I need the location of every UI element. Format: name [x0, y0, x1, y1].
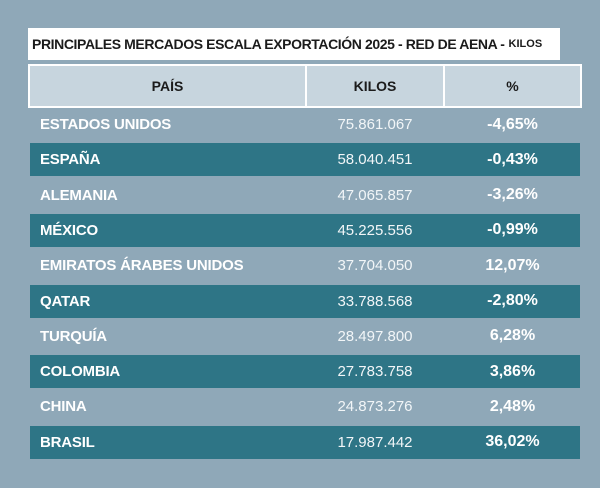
percent-cell: -0,43% — [487, 150, 538, 168]
kilos-cell: 27.783.758 — [337, 363, 413, 381]
table-row: TURQUÍA 28.497.800 6,28% — [30, 320, 580, 353]
country-cell: ALEMANIA — [40, 186, 118, 204]
country-cell: EMIRATOS ÁRABES UNIDOS — [40, 257, 244, 275]
table-row: COLOMBIA 27.783.758 3,86% — [30, 355, 580, 389]
table-row: MÉXICO 45.225.556 -0,99% — [30, 213, 580, 247]
kilos-cell: 47.065.857 — [337, 186, 413, 204]
table-row: CHINA 24.873.276 2,48% — [30, 390, 580, 423]
title: PRINCIPALES MERCADOS ESCALA EXPORTACIÓN … — [32, 36, 505, 52]
kilos-cell: 24.873.276 — [337, 398, 413, 416]
title-box: PRINCIPALES MERCADOS ESCALA EXPORTACIÓN … — [28, 28, 560, 60]
kilos-cell: 45.225.556 — [337, 221, 413, 239]
kilos-cell: 37.704.050 — [337, 257, 413, 275]
table-row: BRASIL 17.987.442 36,02% — [30, 425, 580, 459]
percent-cell: 36,02% — [485, 433, 540, 451]
country-cell: COLOMBIA — [40, 363, 121, 381]
kilos-cell: 75.861.067 — [337, 116, 413, 133]
header-cell: PAÍS — [28, 64, 307, 108]
kilos-cell: 17.987.442 — [337, 433, 413, 451]
percent-cell: 6,28% — [489, 327, 536, 345]
percent-cell: 3,86% — [489, 362, 536, 380]
percent-cell: 12,07% — [485, 256, 540, 274]
percent-cell: -0,99% — [487, 221, 538, 239]
percent-cell: -3,26% — [487, 186, 538, 204]
table-row: EMIRATOS ÁRABES UNIDOS 37.704.050 12,07% — [30, 249, 580, 282]
title-unit: KILOS — [508, 38, 543, 50]
country-cell: ESTADOS UNIDOS — [40, 116, 172, 133]
country-cell: MÉXICO — [40, 221, 98, 239]
kilos-cell: 28.497.800 — [337, 327, 413, 345]
header-cell: KILOS — [305, 64, 445, 108]
country-cell: TURQUÍA — [40, 327, 107, 345]
table-row: ESPAÑA 58.040.451 -0,43% — [30, 143, 580, 177]
country-cell: CHINA — [40, 398, 87, 416]
header-cell: % — [443, 64, 582, 108]
country-cell: BRASIL — [40, 433, 95, 451]
kilos-cell: 33.788.568 — [337, 292, 413, 310]
percent-cell: -4,65% — [487, 115, 538, 133]
table-row: ESTADOS UNIDOS 75.861.067 -4,65% — [30, 108, 580, 141]
table-row: ALEMANIA 47.065.857 -3,26% — [30, 179, 580, 212]
table-row: QATAR 33.788.568 -2,80% — [30, 284, 580, 318]
kilos-cell: 58.040.451 — [337, 151, 413, 169]
country-cell: QATAR — [40, 292, 91, 310]
percent-cell: 2,48% — [489, 397, 536, 415]
percent-cell: -2,80% — [487, 292, 538, 309]
country-cell: ESPAÑA — [40, 151, 101, 169]
